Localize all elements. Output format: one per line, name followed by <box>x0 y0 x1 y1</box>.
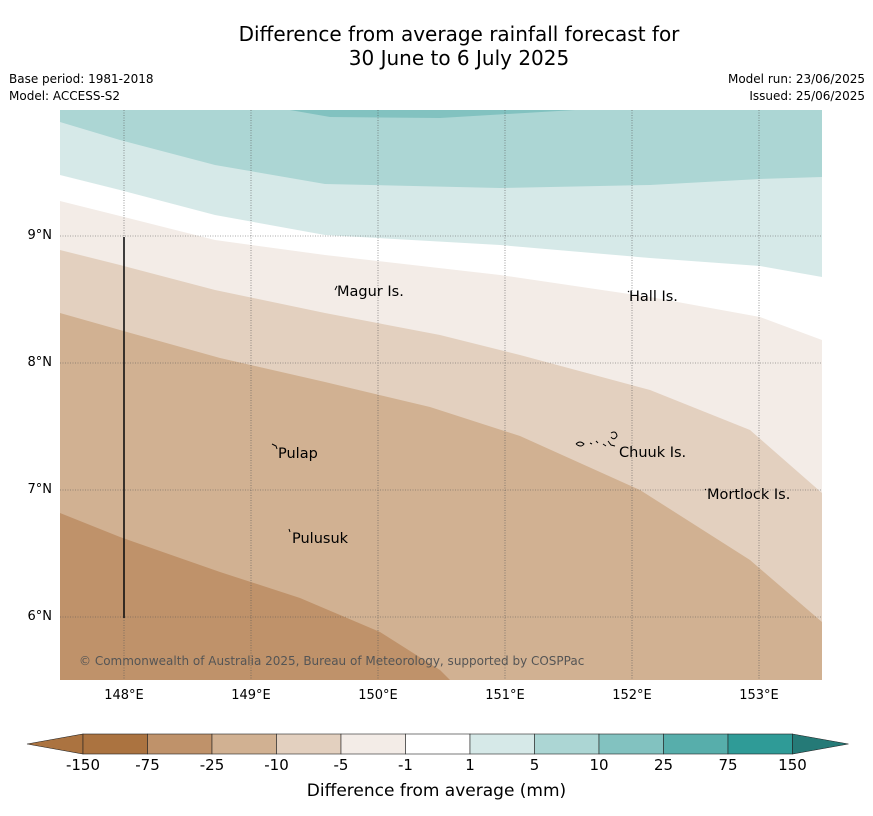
chuuk-lagoon-shape <box>575 431 618 447</box>
colorbar-cell <box>598 733 664 755</box>
colorbar-tick-label: 10 <box>589 756 609 774</box>
copyright-notice: © Commonwealth of Australia 2025, Bureau… <box>79 654 585 668</box>
colorbar-extend-low <box>26 733 84 755</box>
lat-label-6n: 6°N <box>27 609 53 624</box>
meta-right: Model run: 23/06/2025 Issued: 25/06/2025 <box>728 71 865 105</box>
colorbar <box>26 733 849 755</box>
lat-label-8n: 8°N <box>27 355 53 370</box>
lon-label-150e: 150°E <box>358 688 398 703</box>
hall-island-shape <box>627 290 630 293</box>
colorbar-cell <box>405 733 471 755</box>
model-run: Model run: 23/06/2025 <box>727 72 865 86</box>
place-label-pulap: Pulap <box>278 446 318 462</box>
colorbar-cells <box>26 733 849 755</box>
colorbar-tick-label: 1 <box>465 756 475 774</box>
colorbar-tick-label: -75 <box>135 756 160 774</box>
chart-title: Difference from average rainfall forecas… <box>0 22 873 70</box>
lon-label-153e: 153°E <box>739 688 779 703</box>
band-brown <box>60 513 450 680</box>
lon-label-152e: 152°E <box>612 688 652 703</box>
colorbar-cell <box>211 733 277 755</box>
mortlock-island-shape <box>704 488 707 491</box>
colorbar-cell <box>147 733 213 755</box>
base-period: Base period: 1981-2018 <box>9 72 154 86</box>
colorbar-tick-label: -25 <box>199 756 225 774</box>
colorbar-extend-high <box>792 733 849 755</box>
magur-island-shape <box>334 285 338 291</box>
lon-label-148e: 148°E <box>104 688 144 703</box>
place-label-mortlock: Mortlock Is. <box>707 487 791 503</box>
colorbar-tick-label: 150 <box>778 756 807 774</box>
lon-label-149e: 149°E <box>231 688 271 703</box>
island-shapes <box>271 285 707 533</box>
place-label-pulusuk: Pulusuk <box>292 531 349 547</box>
issued-date: Issued: 25/06/2025 <box>749 89 865 103</box>
colorbar-tick-label: 25 <box>653 756 674 774</box>
pulap-island-shape <box>271 443 278 450</box>
model-name: Model: ACCESS-S2 <box>9 89 121 103</box>
colorbar-tick-label: -150 <box>65 756 101 774</box>
lon-label-151e: 151°E <box>485 688 525 703</box>
place-label-hall: Hall Is. <box>629 289 678 305</box>
lat-label-7n: 7°N <box>27 482 53 497</box>
colorbar-tick-label: -10 <box>264 756 289 774</box>
pulusuk-island-shape <box>288 528 291 533</box>
colorbar-tick-label: -1 <box>398 756 413 774</box>
title-line-2: 30 June to 6 July 2025 <box>348 46 570 70</box>
colorbar-cell <box>82 733 148 755</box>
place-label-magur: Magur Is. <box>337 284 404 300</box>
title-line-1: Difference from average rainfall forecas… <box>238 22 680 46</box>
colorbar-tick-label: 5 <box>529 756 540 774</box>
band-teal-mid <box>290 110 575 118</box>
colorbar-cell <box>534 733 600 755</box>
rainfall-map <box>60 110 822 680</box>
meta-left: Base period: 1981-2018 Model: ACCESS-S2 <box>9 71 154 105</box>
colorbar-cell <box>663 733 729 755</box>
colorbar-cell <box>276 733 342 755</box>
colorbar-label: Difference from average (mm) <box>306 781 567 801</box>
colorbar-tick-label: 75 <box>718 756 738 774</box>
place-label-chuuk: Chuuk Is. <box>619 445 687 461</box>
colorbar-cell <box>727 733 793 755</box>
colorbar-tick-label: -5 <box>333 756 349 774</box>
colorbar-cell <box>340 733 406 755</box>
lat-label-9n: 9°N <box>27 228 53 243</box>
colorbar-cell <box>469 733 535 755</box>
